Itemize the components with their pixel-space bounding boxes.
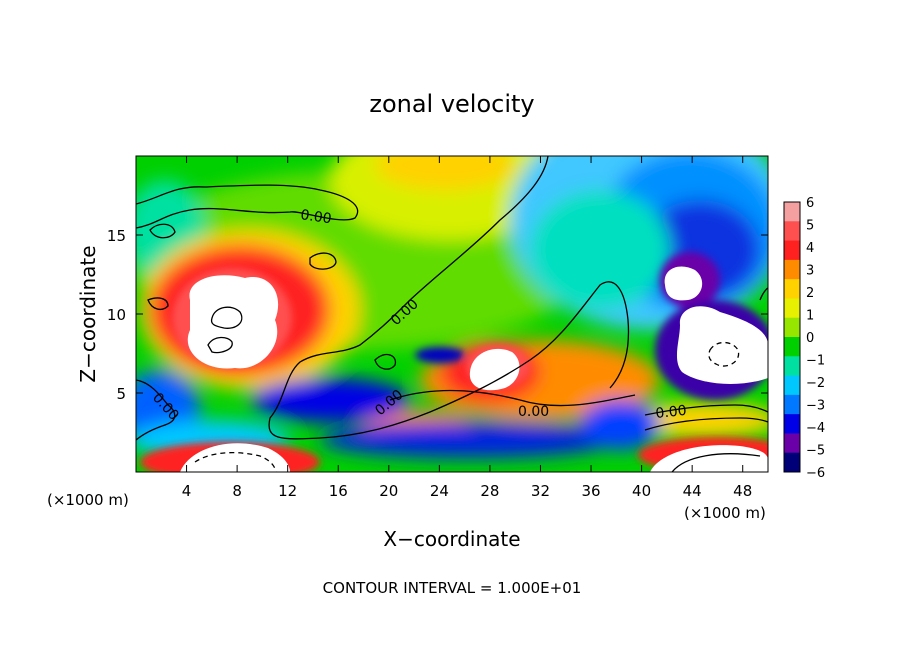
x-tick-label: 8 [232,482,242,500]
field-region [375,156,515,190]
colorbar-swatch [784,356,800,377]
contour-line [309,252,337,270]
colorbar-swatch [784,259,800,280]
chart-title: zonal velocity [369,90,534,118]
contour-line [671,453,761,472]
colorbar-swatch [784,394,800,415]
field-region [320,422,620,458]
x-tick-label: 24 [430,482,449,500]
colorbar-label: 5 [806,219,814,234]
colorbar-swatch [784,221,800,242]
field-extreme [187,275,279,369]
colorbar-label: −4 [806,421,825,436]
contour-interval-label: CONTOUR INTERVAL = 1.000E+01 [323,579,582,597]
colorbar-label: 3 [806,264,814,279]
contour-labels: 0.00 0.00 0.00 0.00 0.00 0.00 [149,207,687,424]
velocity-field: 0.00 0.00 0.00 0.00 0.00 0.00 [136,156,768,472]
colorbar-label: 4 [806,241,814,256]
contour-line [136,184,359,229]
contour-line [268,156,630,440]
contour-line [147,297,169,311]
field-extreme [676,306,768,384]
y-axis-title: Z−coordinate [76,245,100,382]
y-axis: 5 10 15 [107,227,768,403]
contour-line [194,452,277,472]
contour-line [136,379,176,441]
colorbar-swatch [784,414,800,434]
field-region [415,347,465,363]
y-tick-label: 5 [116,385,126,403]
field-extreme [664,266,703,301]
colorbar-label: −1 [806,354,825,369]
y-tick-label: 10 [107,306,126,324]
colorbar-label: −5 [806,444,825,459]
contour-line [149,223,176,239]
colorbar-swatch [784,298,800,319]
colorbar-label: 0 [806,331,814,346]
contour-line [389,389,636,407]
colorbar-swatch [784,452,800,473]
field-region [530,190,670,310]
colorbar-swatch [784,317,800,338]
contour-line [644,404,768,416]
x-tick-label: 4 [182,482,192,500]
x-tick-label: 12 [278,482,297,500]
colorbar-label: 2 [806,286,814,301]
colorbar-label: −2 [806,376,825,391]
x-tick-label: 44 [683,482,702,500]
contour-label: 0.00 [299,207,332,227]
colorbar-label: −3 [806,399,825,414]
contour-line [708,341,740,367]
contour-label: 0.00 [655,403,688,422]
colorbar-label: −6 [806,466,825,481]
x-tick-label: 40 [632,482,651,500]
colorbar-frame [783,201,801,473]
colorbar-label: 6 [806,196,814,211]
colorbar: 6 5 4 3 2 1 0 −1 −2 −3 −4 −5 −6 [783,196,825,481]
x-tick-label: 36 [581,482,600,500]
contour-line [210,306,243,329]
contour-line [207,336,233,354]
colorbar-swatch [784,375,800,396]
x-tick-label: 48 [733,482,752,500]
contour-lines [136,156,768,472]
field-extreme [469,348,520,391]
colorbar-swatch [784,240,800,261]
x-tick-label: 32 [531,482,550,500]
colorbar-swatch [784,279,800,299]
x-axis: 4 8 12 16 20 24 28 32 36 40 44 48 [182,156,752,500]
colorbar-swatch [784,337,800,357]
colorbar-label: 1 [806,309,814,324]
y-tick-label: 15 [107,227,126,245]
contour-label: 0.00 [518,404,549,420]
x-axis-unit-note: (×1000 m) [684,504,766,522]
field-region [580,400,660,450]
x-tick-label: 16 [329,482,348,500]
field-region [250,378,410,422]
x-axis-title: X−coordinate [383,527,520,551]
colorbar-swatch [784,433,800,454]
contour-line [374,353,397,370]
x-tick-label: 20 [379,482,398,500]
field-extreme [180,443,290,472]
y-axis-unit-note: (×1000 m) [47,491,129,509]
x-tick-label: 28 [480,482,499,500]
colorbar-swatch [784,202,800,222]
contour-line [644,417,768,431]
